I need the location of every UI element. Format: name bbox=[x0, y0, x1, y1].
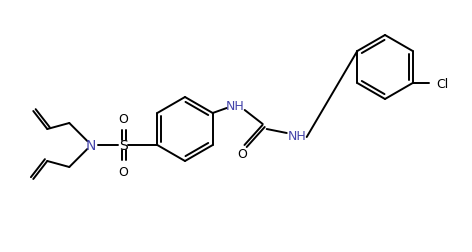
Text: O: O bbox=[118, 166, 128, 179]
Text: NH: NH bbox=[225, 99, 244, 112]
Text: O: O bbox=[237, 148, 247, 161]
Text: S: S bbox=[119, 138, 127, 152]
Text: N: N bbox=[86, 138, 96, 152]
Text: NH: NH bbox=[287, 129, 306, 142]
Text: O: O bbox=[118, 112, 128, 125]
Text: Cl: Cl bbox=[437, 77, 449, 90]
